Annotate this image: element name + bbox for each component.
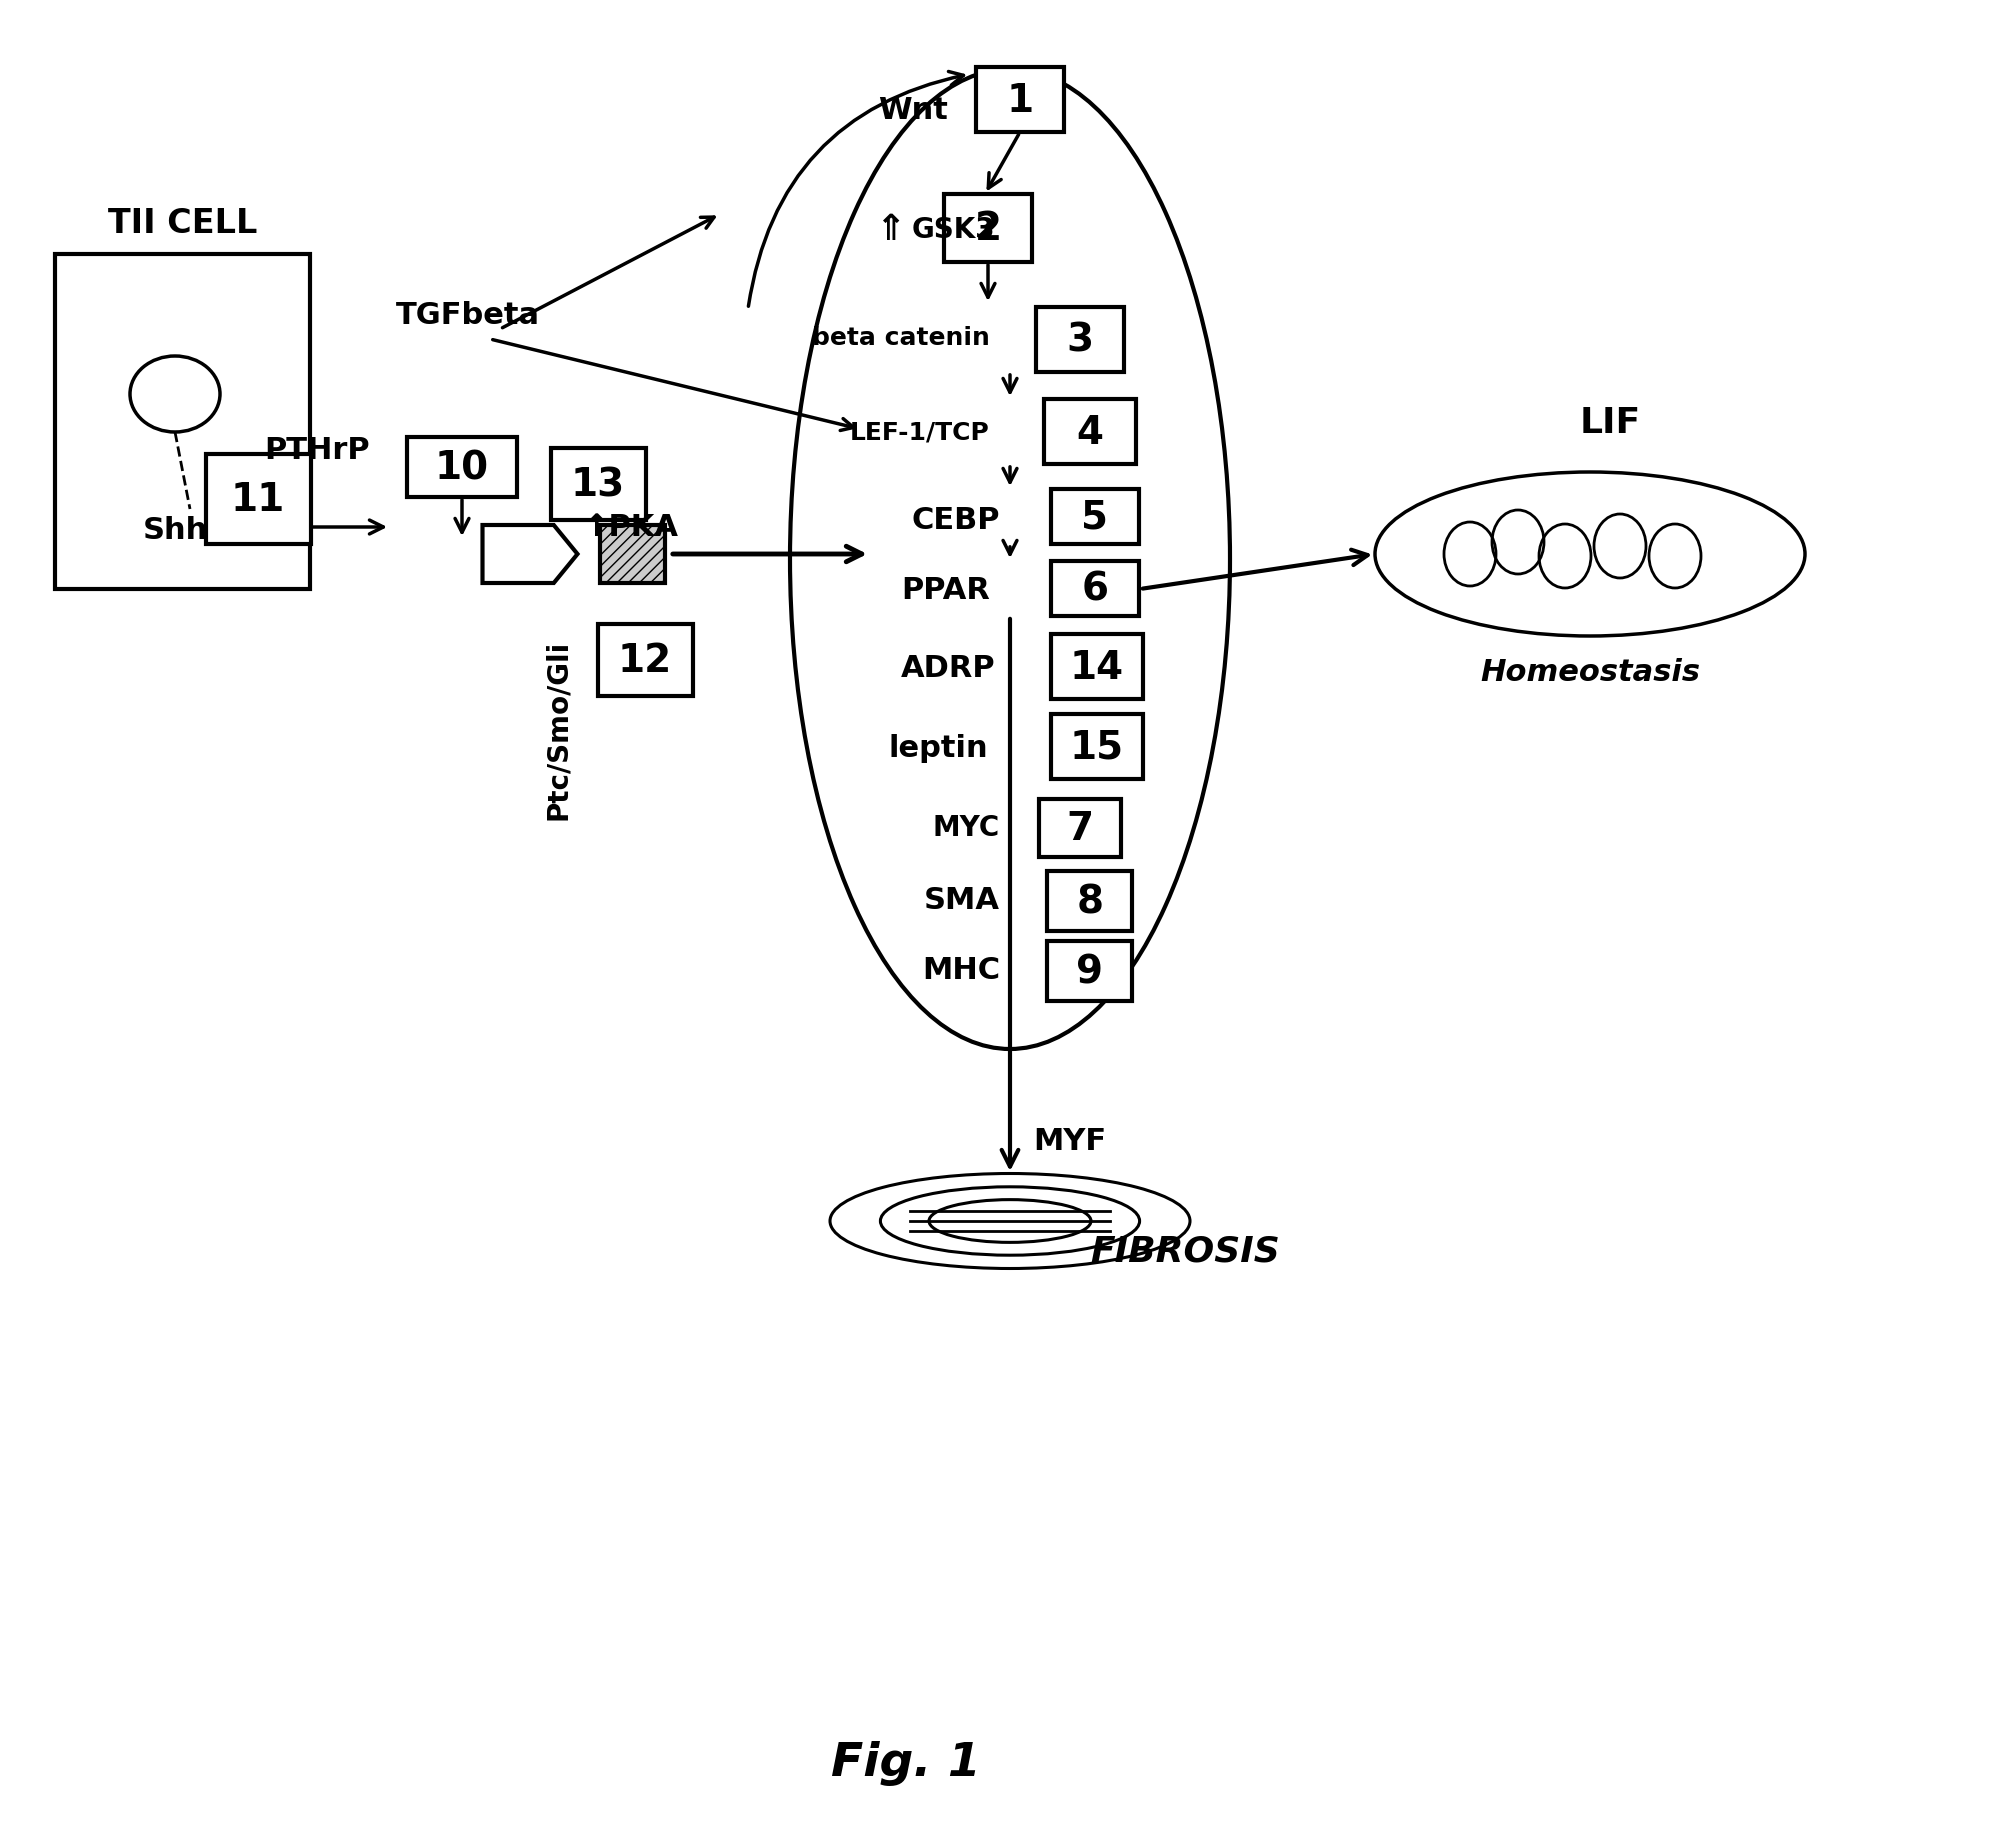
Text: LIF: LIF [1579, 407, 1640, 439]
Text: 2: 2 [974, 210, 1002, 248]
Text: Wnt: Wnt [877, 95, 948, 124]
Bar [976, 67, 1064, 133]
Text: PTHrP: PTHrP [264, 436, 370, 465]
Text: 6: 6 [1082, 571, 1109, 609]
Text: LEF-1/TCP: LEF-1/TCP [851, 419, 990, 443]
Bar [54, 255, 310, 589]
Bar [406, 438, 517, 498]
Polygon shape [483, 525, 577, 583]
Text: MYF: MYF [1034, 1127, 1107, 1156]
Text: 13: 13 [571, 465, 626, 503]
Text: 9: 9 [1076, 952, 1103, 990]
Text: 14: 14 [1070, 649, 1125, 685]
Text: leptin: leptin [889, 733, 988, 762]
Text: 4: 4 [1076, 414, 1103, 452]
Bar [1048, 941, 1133, 1001]
Text: MYC: MYC [934, 813, 1000, 842]
Text: FIBROSIS: FIBROSIS [1091, 1234, 1280, 1269]
Bar [551, 448, 646, 521]
Text: GSK3: GSK3 [911, 215, 996, 244]
Text: Homeostasis: Homeostasis [1481, 656, 1700, 685]
Text: ⇑: ⇑ [875, 213, 905, 246]
Bar [1050, 634, 1143, 700]
Text: ↑PKA: ↑PKA [583, 512, 678, 541]
Bar [1044, 399, 1137, 465]
Text: 12: 12 [618, 642, 672, 680]
Text: PPAR: PPAR [901, 576, 990, 603]
Text: 11: 11 [231, 481, 286, 520]
Text: 7: 7 [1066, 809, 1095, 848]
Text: SMA: SMA [924, 884, 1000, 913]
Text: 15: 15 [1070, 727, 1125, 766]
Text: beta catenin: beta catenin [813, 326, 990, 350]
Text: MHC: MHC [921, 955, 1000, 984]
Text: 10: 10 [435, 448, 489, 487]
Text: ADRP: ADRP [901, 653, 996, 682]
Text: 1: 1 [1006, 82, 1034, 120]
Text: 8: 8 [1076, 882, 1103, 921]
Text: Ptc/Smo/Gli: Ptc/Smo/Gli [543, 640, 571, 820]
Bar [1050, 715, 1143, 780]
Text: 5: 5 [1082, 498, 1109, 536]
Bar [205, 454, 310, 545]
Bar [1050, 561, 1139, 616]
Bar [1036, 308, 1125, 372]
Text: Shh: Shh [143, 516, 207, 545]
Bar [1048, 871, 1133, 932]
Text: Fig. 1: Fig. 1 [831, 1741, 982, 1785]
Text: 3: 3 [1066, 321, 1095, 359]
Bar [600, 525, 666, 583]
Text: TII CELL: TII CELL [109, 206, 258, 241]
Bar [598, 625, 692, 696]
Text: TGFbeta: TGFbeta [396, 301, 539, 330]
Bar [1038, 800, 1121, 857]
Text: CEBP: CEBP [911, 505, 1000, 534]
Bar [944, 195, 1032, 263]
Bar [1050, 490, 1139, 545]
